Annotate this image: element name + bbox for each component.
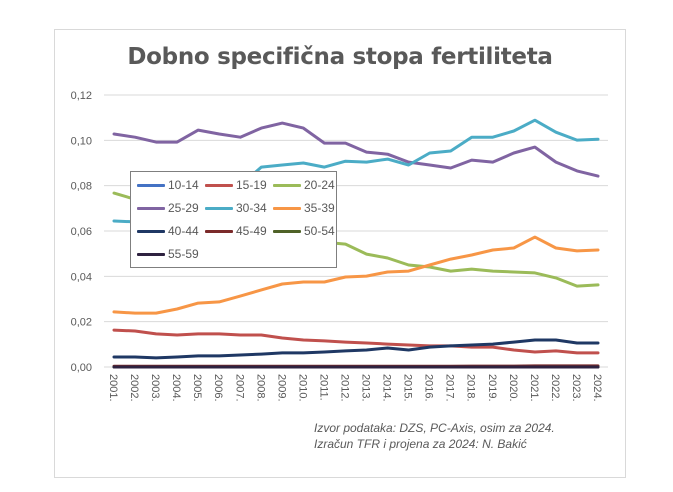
x-tick-label: 2019. [486, 374, 498, 402]
x-tick-label: 2007. [233, 374, 245, 402]
x-tick-label: 2009. [275, 374, 287, 402]
chart-title: Dobno specifična stopa fertiliteta [127, 44, 553, 70]
legend-swatch [273, 183, 301, 187]
x-tick-label: 2001. [107, 374, 119, 402]
x-tick-label: 2013. [360, 374, 372, 402]
y-tick-label: 0,06 [71, 226, 92, 238]
x-tick-label: 2018. [465, 374, 477, 402]
legend-item: 30-34 [205, 201, 267, 215]
y-tick-label: 0,10 [71, 135, 92, 147]
series-line-35-39 [112, 235, 600, 315]
x-tick-label: 2010. [296, 374, 308, 402]
y-tick-label: 0,08 [71, 181, 92, 193]
series-line-25-29 [112, 121, 600, 178]
legend-swatch [205, 206, 233, 210]
legend-swatch [205, 183, 233, 187]
legend-item: 55-59 [137, 247, 199, 261]
x-tick-label: 2004. [170, 374, 182, 402]
legend-label: 40-44 [168, 224, 199, 238]
legend-item: 20-24 [273, 178, 335, 192]
legend-label: 15-19 [236, 178, 267, 192]
source-line-2: Izračun TFR i projena za 2024: N. Bakić [314, 437, 527, 451]
legend-swatch [273, 206, 301, 210]
x-tick-label: 2015. [402, 374, 414, 402]
legend-item: 50-54 [273, 224, 335, 238]
legend: 10-14 15-19 20-24 25-29 30-34 35-39 40-44 45-49… [130, 171, 337, 268]
legend-swatch [137, 206, 165, 210]
legend-swatch [137, 229, 165, 233]
x-tick-label: 2024. [591, 374, 603, 402]
x-tick-label: 2021. [528, 374, 540, 402]
x-tick-label: 2008. [254, 374, 266, 402]
legend-item: 45-49 [205, 224, 267, 238]
x-tick-label: 2020. [507, 374, 519, 402]
series-line-40-44 [112, 338, 600, 360]
x-tick-label: 2002. [128, 374, 140, 402]
source-note: Izvor podataka: DZS, PC-Axis, osim za 20… [314, 420, 555, 452]
y-tick-label: 0,02 [71, 317, 92, 329]
y-tick-label: 0,04 [71, 271, 92, 283]
series-line-15-19 [112, 328, 600, 355]
legend-label: 45-49 [236, 224, 267, 238]
x-tick-label: 2014. [381, 374, 393, 402]
x-tick-label: 2022. [549, 374, 561, 402]
legend-swatch [137, 252, 165, 256]
legend-label: 55-59 [168, 247, 199, 261]
legend-item: 40-44 [137, 224, 199, 238]
x-tick-label: 2011. [317, 374, 329, 401]
legend-item: 25-29 [137, 201, 199, 215]
legend-label: 30-34 [236, 201, 267, 215]
y-tick-label: 0,00 [71, 362, 92, 374]
legend-item: 15-19 [205, 178, 267, 192]
y-tick-label: 0,12 [71, 90, 92, 102]
x-tick-label: 2023. [570, 374, 582, 402]
legend-swatch [205, 229, 233, 233]
legend-label: 25-29 [168, 201, 199, 215]
legend-label: 10-14 [168, 178, 199, 192]
x-tick-label: 2006. [212, 374, 224, 402]
x-tick-label: 2017. [444, 374, 456, 402]
legend-swatch [273, 229, 301, 233]
x-tick-label: 2003. [149, 374, 161, 402]
legend-label: 20-24 [304, 178, 335, 192]
x-tick-label: 2012. [338, 374, 350, 402]
source-line-1: Izvor podataka: DZS, PC-Axis, osim za 20… [314, 421, 555, 435]
legend-swatch [137, 183, 165, 187]
legend-item: 35-39 [273, 201, 335, 215]
legend-label: 50-54 [304, 224, 335, 238]
legend-item: 10-14 [137, 178, 199, 192]
legend-label: 35-39 [304, 201, 335, 215]
x-tick-label: 2005. [191, 374, 203, 402]
x-tick-label: 2016. [423, 374, 435, 402]
